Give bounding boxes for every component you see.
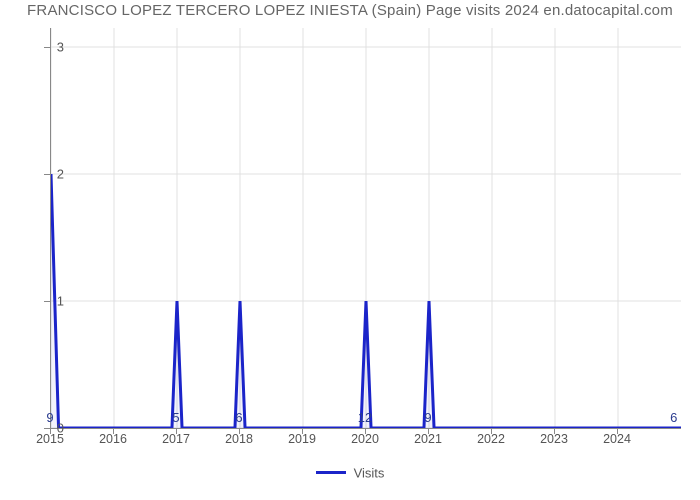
x-axis-tick xyxy=(113,428,114,434)
legend-label: Visits xyxy=(354,465,385,480)
x-axis-tick xyxy=(239,428,240,434)
x-axis-tick xyxy=(491,428,492,434)
x-axis-tick xyxy=(176,428,177,434)
legend: Visits xyxy=(0,464,700,482)
x-axis-label: 2021 xyxy=(414,432,442,446)
y-axis-label: 1 xyxy=(57,294,64,309)
x-axis-label: 2017 xyxy=(162,432,190,446)
chart-plot-area xyxy=(50,28,681,429)
chart-title: FRANCISCO LOPEZ TERCERO LOPEZ INIESTA (S… xyxy=(0,2,700,19)
x-axis-tick xyxy=(428,428,429,434)
chart-svg xyxy=(51,28,681,428)
data-count-label: 6 xyxy=(235,410,242,425)
data-count-label: 6 xyxy=(670,410,677,425)
data-count-label: 5 xyxy=(172,410,179,425)
x-axis-tick xyxy=(50,428,51,434)
data-count-label: 9 xyxy=(424,410,431,425)
x-axis-tick xyxy=(617,428,618,434)
y-axis-tick xyxy=(44,301,50,302)
x-axis-label: 2020 xyxy=(351,432,379,446)
x-axis-tick xyxy=(302,428,303,434)
y-axis-label: 2 xyxy=(57,167,64,182)
x-axis-tick xyxy=(554,428,555,434)
y-axis-label: 3 xyxy=(57,40,64,55)
x-axis-label: 2019 xyxy=(288,432,316,446)
legend-swatch xyxy=(316,471,346,474)
x-axis-label: 2015 xyxy=(36,432,64,446)
x-axis-label: 2024 xyxy=(603,432,631,446)
y-axis-tick xyxy=(44,47,50,48)
x-axis-label: 2016 xyxy=(99,432,127,446)
x-axis-label: 2022 xyxy=(477,432,505,446)
x-axis-label: 2023 xyxy=(540,432,568,446)
x-axis-label: 2018 xyxy=(225,432,253,446)
data-count-label: 12 xyxy=(358,410,372,425)
x-axis-tick xyxy=(365,428,366,434)
data-count-label: 9 xyxy=(46,410,53,425)
y-axis-tick xyxy=(44,174,50,175)
